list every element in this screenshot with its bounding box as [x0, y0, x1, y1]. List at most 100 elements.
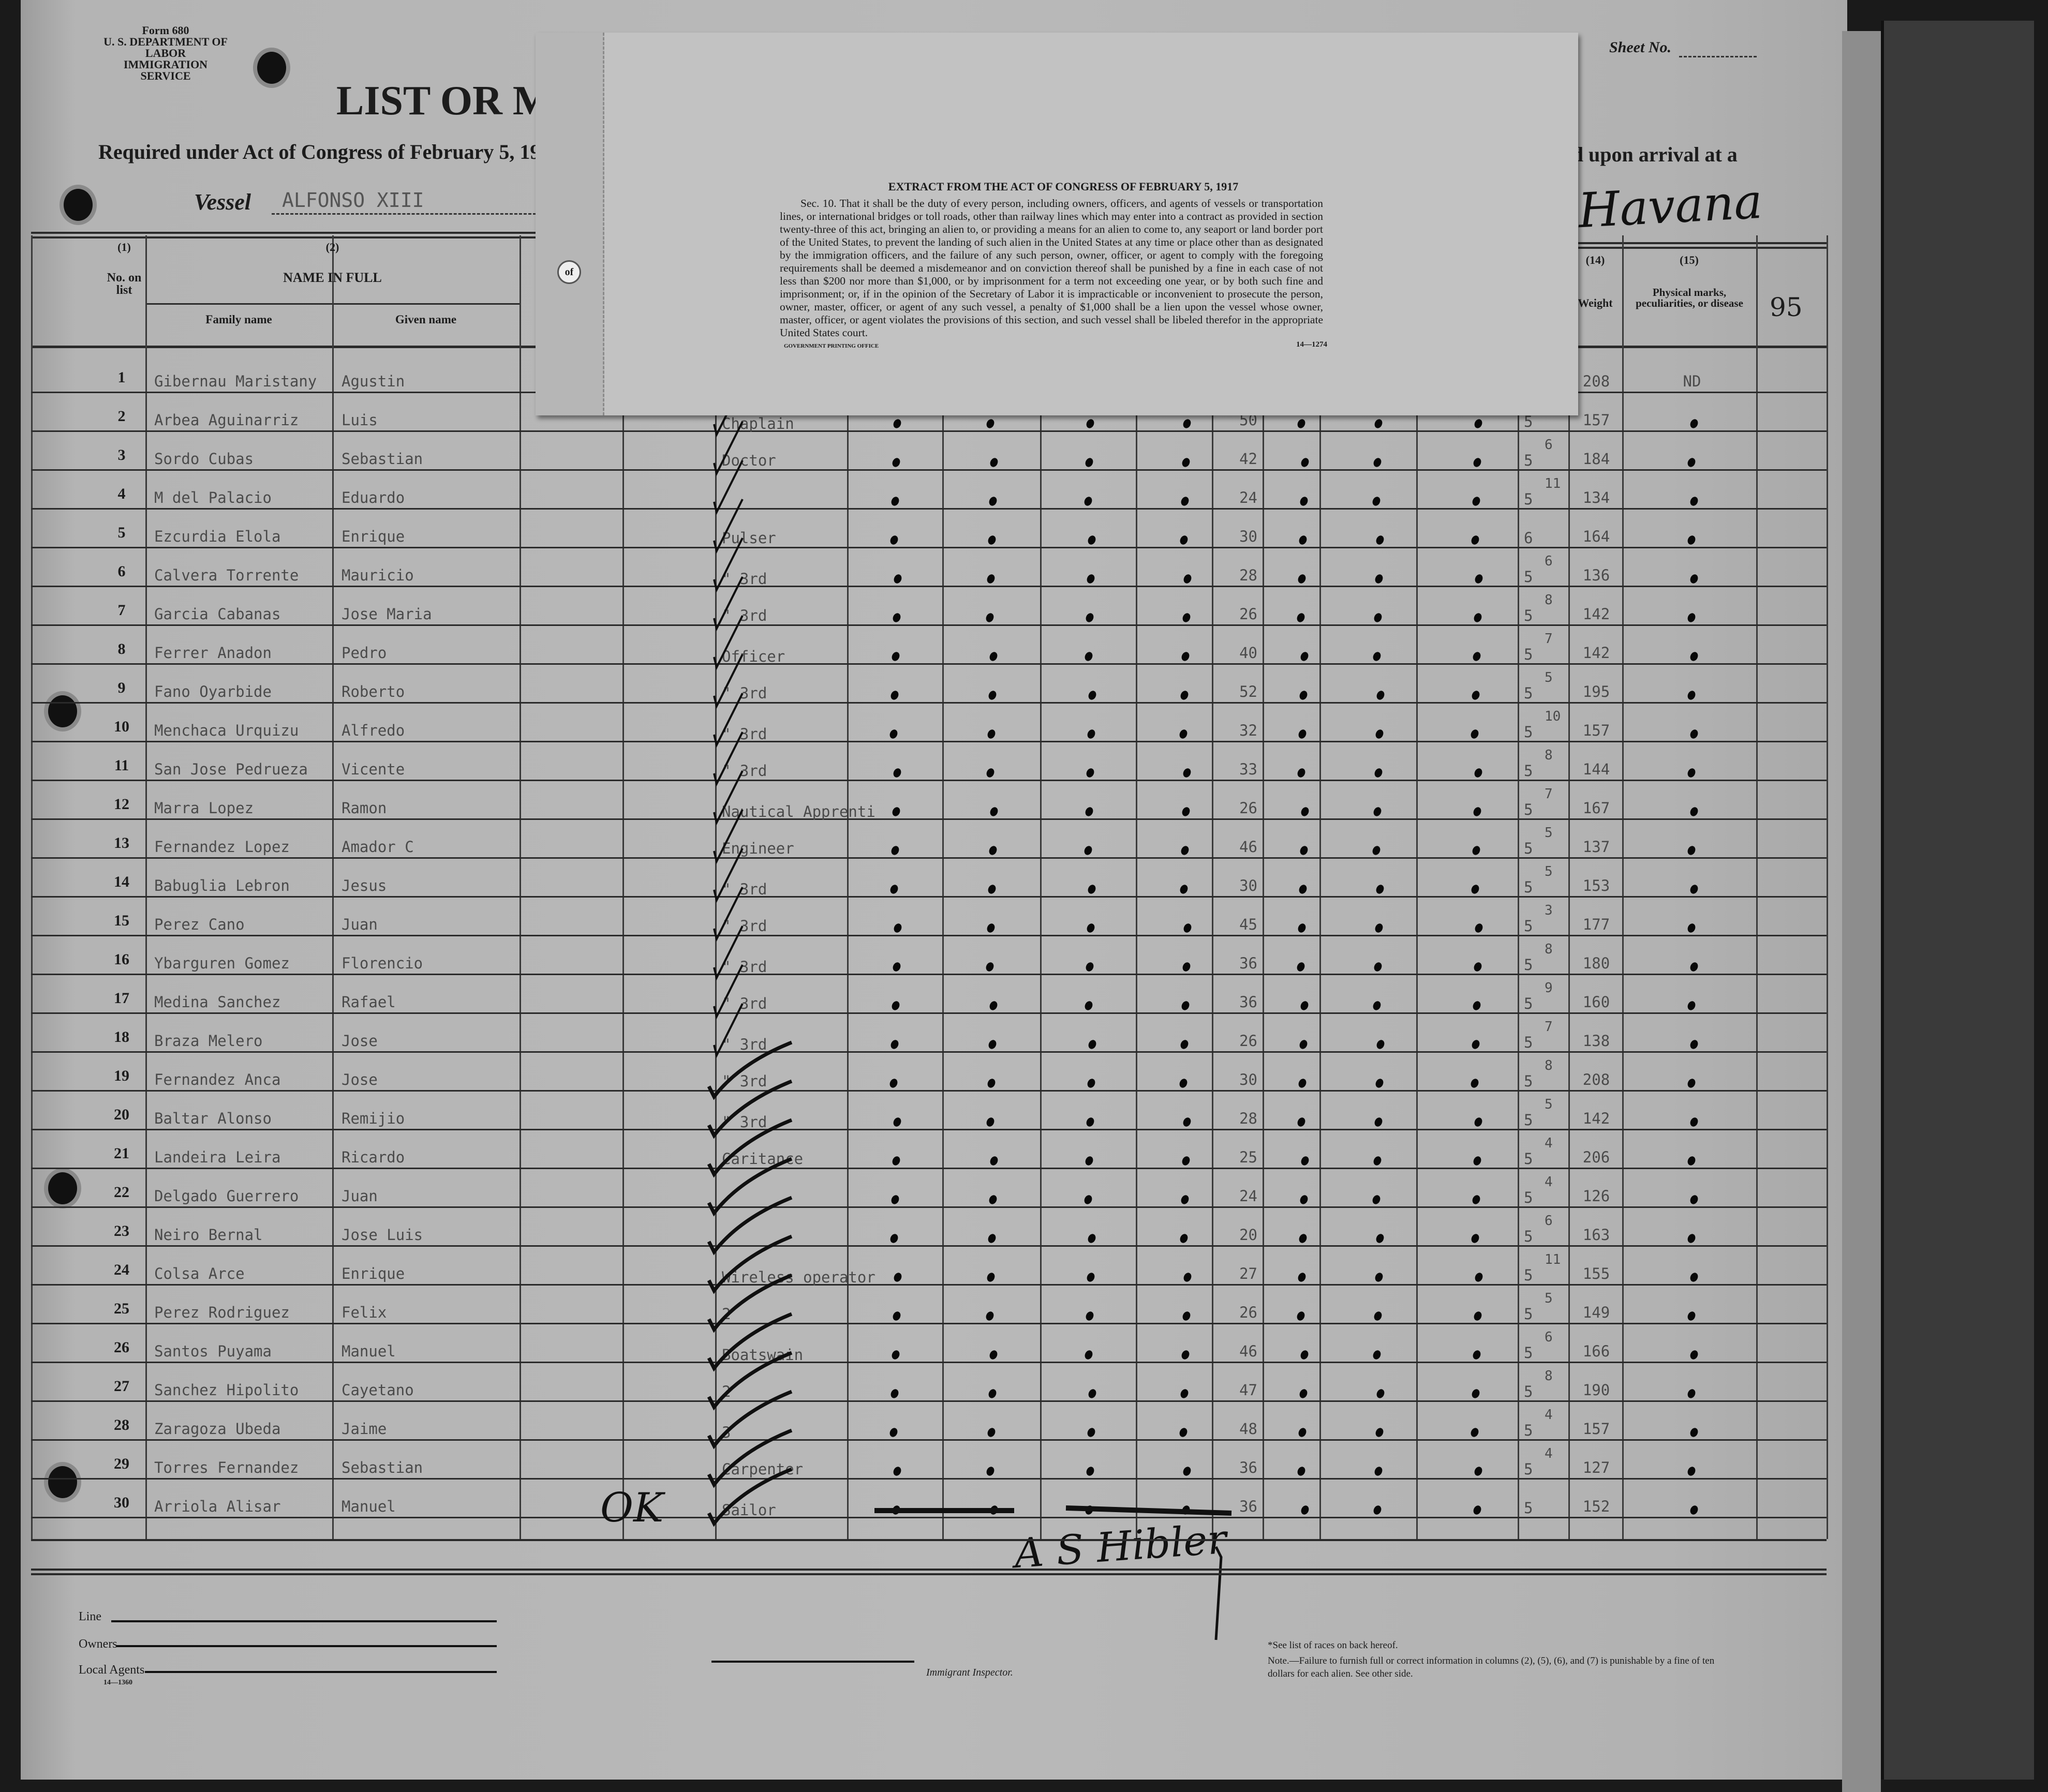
owners-field[interactable] [116, 1645, 497, 1647]
weight[interactable]: 167 [1582, 799, 1610, 817]
occupation[interactable]: Engineer [722, 840, 794, 857]
occupation[interactable]: " 3rd [722, 880, 767, 898]
given-name[interactable]: Mauricio [342, 566, 414, 584]
height-inches[interactable]: 6 [1545, 1213, 1553, 1229]
family-name[interactable]: Braza Melero [154, 1032, 263, 1050]
weight[interactable]: 144 [1582, 760, 1610, 778]
given-name[interactable]: Jose Luis [342, 1226, 423, 1244]
height-inches[interactable]: 9 [1545, 980, 1553, 996]
family-name[interactable]: Zaragoza Ubeda [154, 1420, 281, 1438]
height-inches[interactable]: 4 [1545, 1174, 1553, 1190]
weight[interactable]: 142 [1582, 605, 1610, 623]
age[interactable]: 28 [1239, 566, 1257, 584]
height-feet[interactable]: 5 [1524, 684, 1533, 702]
occupation[interactable]: " 3rd [722, 958, 767, 976]
height-feet[interactable]: 5 [1524, 1228, 1533, 1245]
occupation[interactable]: " 3rd [722, 607, 767, 624]
age[interactable]: 26 [1239, 1032, 1257, 1050]
weight[interactable]: 190 [1582, 1381, 1610, 1399]
age[interactable]: 33 [1239, 760, 1257, 778]
height-feet[interactable]: 5 [1524, 1344, 1533, 1362]
height-feet[interactable]: 5 [1524, 1072, 1533, 1090]
height-inches[interactable]: 7 [1545, 1019, 1553, 1035]
weight[interactable]: 126 [1582, 1187, 1610, 1205]
height-inches[interactable]: 5 [1545, 1291, 1553, 1306]
height-inches[interactable]: 8 [1545, 942, 1553, 957]
height-inches[interactable]: 6 [1545, 554, 1553, 569]
height-inches[interactable]: 4 [1545, 1136, 1553, 1151]
occupation[interactable]: Pulser [722, 529, 776, 547]
given-name[interactable]: Vicente [342, 760, 405, 778]
family-name[interactable]: Gibernau Maristany [154, 372, 317, 390]
age[interactable]: 46 [1239, 1342, 1257, 1360]
height-inches[interactable]: 8 [1545, 592, 1553, 608]
height-feet[interactable]: 5 [1524, 1383, 1533, 1400]
family-name[interactable]: Ybarguren Gomez [154, 954, 290, 972]
age[interactable]: 24 [1239, 489, 1257, 506]
age[interactable]: 27 [1239, 1265, 1257, 1282]
weight[interactable]: 208 [1582, 1071, 1610, 1088]
age[interactable]: 48 [1239, 1420, 1257, 1438]
weight[interactable]: 166 [1582, 1342, 1610, 1360]
height-feet[interactable]: 5 [1524, 878, 1533, 896]
family-name[interactable]: Marra Lopez [154, 799, 254, 817]
height-inches[interactable]: 4 [1545, 1446, 1553, 1461]
age[interactable]: 40 [1239, 644, 1257, 662]
weight[interactable]: 152 [1582, 1498, 1610, 1515]
given-name[interactable]: Agustin [342, 372, 405, 390]
height-feet[interactable]: 5 [1524, 452, 1533, 469]
weight[interactable]: 195 [1582, 683, 1610, 700]
height-inches[interactable]: 11 [1545, 476, 1561, 491]
family-name[interactable]: Delgado Guerrero [154, 1187, 299, 1205]
family-name[interactable]: Perez Cano [154, 916, 245, 933]
weight[interactable]: 153 [1582, 877, 1610, 894]
line-field[interactable] [111, 1620, 497, 1622]
given-name[interactable]: Enrique [342, 1265, 405, 1282]
age[interactable]: 52 [1239, 683, 1257, 700]
weight[interactable]: 142 [1582, 1110, 1610, 1127]
height-feet[interactable]: 6 [1524, 529, 1533, 547]
local-agents-field[interactable] [145, 1671, 497, 1673]
family-name[interactable]: Sanchez Hipolito [154, 1381, 299, 1399]
family-name[interactable]: Menchaca Urquizu [154, 722, 299, 739]
weight[interactable]: 208 [1582, 372, 1610, 390]
given-name[interactable]: Pedro [342, 644, 387, 662]
height-inches[interactable]: 6 [1545, 1330, 1553, 1345]
height-inches[interactable]: 8 [1545, 1058, 1553, 1073]
height-inches[interactable]: 5 [1545, 864, 1553, 879]
occupation[interactable]: Wireless operator [722, 1268, 875, 1286]
occupation[interactable]: " 3rd [722, 917, 767, 935]
family-name[interactable]: Ezcurdia Elola [154, 528, 281, 545]
height-inches[interactable]: 7 [1545, 786, 1553, 802]
height-inches[interactable]: 8 [1545, 1368, 1553, 1384]
weight[interactable]: 177 [1582, 916, 1610, 933]
age[interactable]: 26 [1239, 799, 1257, 817]
family-name[interactable]: Calvera Torrente [154, 566, 299, 584]
given-name[interactable]: Jesus [342, 877, 387, 894]
height-feet[interactable]: 5 [1524, 840, 1533, 857]
height-inches[interactable]: 10 [1545, 709, 1561, 724]
given-name[interactable]: Cayetano [342, 1381, 414, 1399]
given-name[interactable]: Manuel [342, 1498, 396, 1515]
given-name[interactable]: Ricardo [342, 1148, 405, 1166]
age[interactable]: 46 [1239, 838, 1257, 856]
family-name[interactable]: Torres Fernandez [154, 1459, 299, 1476]
age[interactable]: 42 [1239, 450, 1257, 468]
age[interactable]: 28 [1239, 1110, 1257, 1127]
weight[interactable]: 160 [1582, 993, 1610, 1011]
given-name[interactable]: Juan [342, 1187, 378, 1205]
weight[interactable]: 149 [1582, 1304, 1610, 1321]
age[interactable]: 30 [1239, 528, 1257, 545]
family-name[interactable]: Babuglia Lebron [154, 877, 290, 894]
weight[interactable]: 157 [1582, 722, 1610, 739]
inspector-field[interactable] [711, 1661, 914, 1663]
weight[interactable]: 142 [1582, 644, 1610, 662]
age[interactable]: 47 [1239, 1381, 1257, 1399]
given-name[interactable]: Amador C [342, 838, 414, 856]
occupation[interactable]: Doctor [722, 452, 776, 469]
family-name[interactable]: Ferrer Anadon [154, 644, 272, 662]
height-feet[interactable]: 5 [1524, 568, 1533, 586]
weight[interactable]: 184 [1582, 450, 1610, 468]
given-name[interactable]: Sebastian [342, 1459, 423, 1476]
height-feet[interactable]: 5 [1524, 995, 1533, 1012]
